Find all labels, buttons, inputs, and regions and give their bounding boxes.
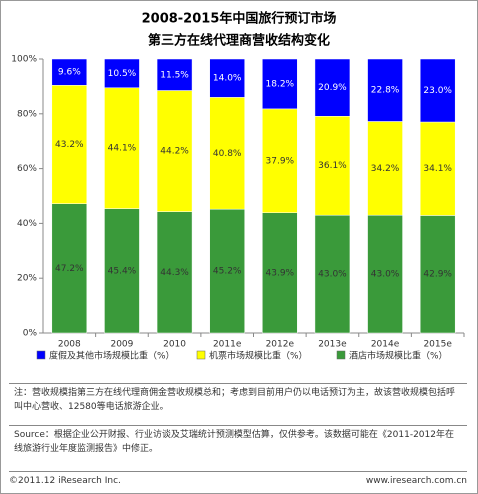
bar-segment [262, 108, 298, 213]
value-label: 34.1% [423, 164, 452, 174]
value-label: 47.2% [55, 264, 84, 274]
bar-segment [209, 208, 245, 334]
legend-label: 机票市场规模比重（%） [209, 350, 308, 362]
value-label: 18.2% [266, 79, 295, 89]
bar-segment [419, 215, 456, 334]
legend-swatch [196, 350, 206, 360]
value-label: 10.5% [108, 69, 137, 79]
value-label: 45.4% [108, 266, 137, 276]
website: www.iresearch.com.cn [365, 476, 467, 486]
chart-title: 2008-2015年中国旅行预订市场 [142, 11, 337, 27]
bar-segment [209, 58, 245, 98]
bar-segment [156, 58, 193, 91]
x-tick-label: 2012e [266, 340, 295, 350]
bar-segment [314, 214, 351, 334]
value-label: 20.9% [318, 83, 347, 93]
value-label: 43.2% [55, 140, 84, 150]
x-tick-label: 2009 [110, 340, 133, 350]
bar-segment [419, 58, 456, 123]
y-tick-label: 80% [17, 109, 37, 119]
value-label: 40.8% [213, 149, 242, 159]
value-label: 43.0% [371, 270, 400, 280]
value-label: 43.9% [266, 268, 295, 278]
bar-segment [262, 212, 298, 334]
bar-segment [156, 211, 193, 334]
bar-segment [104, 87, 140, 209]
note: 注：营收规模指第三方在线代理商佣金营收规模总和；考虑到目前用户仍以电话预订为主，… [9, 383, 467, 416]
source: Source：根据企业公开财报、行业访谈及艾瑞统计预测模型估算，仅供参考。该数据… [9, 425, 467, 458]
bar-segment [104, 208, 140, 334]
bar-segment [51, 85, 88, 204]
legend-swatch [336, 350, 346, 360]
chart-subtitle: 第三方在线代理商营收结构变化 [148, 33, 330, 49]
legend-label: 度假及其他市场规模比重（%） [49, 350, 175, 362]
copyright: ©2011.12 iResearch Inc. [9, 476, 121, 486]
value-label: 44.2% [160, 147, 189, 157]
bar-segment [262, 58, 298, 110]
x-tick-label: 2015e [423, 340, 452, 350]
x-tick-label: 2013e [318, 340, 347, 350]
chart: 2008-2015年中国旅行预订市场 第三方在线代理商营收结构变化 0% 20% 4… [11, 11, 465, 362]
value-label: 44.1% [108, 144, 137, 154]
x-tick-label: 2011e [213, 340, 242, 350]
bar-segment [419, 121, 456, 216]
x-tick-label: 2008 [58, 340, 81, 350]
y-tick-label: 20% [17, 274, 37, 284]
value-label: 37.9% [266, 156, 295, 166]
y-tick-label: 60% [17, 164, 37, 174]
bar-segment [51, 203, 88, 334]
bar-segment [314, 116, 351, 216]
bar-segment [104, 58, 140, 89]
value-label: 22.8% [371, 86, 400, 96]
y-tick-label: 40% [17, 219, 37, 229]
bar-segment [367, 121, 403, 216]
y-tick-label: 100% [11, 55, 37, 65]
legend-label: 酒店市场规模比重（%） [349, 350, 448, 362]
value-label: 14.0% [213, 74, 242, 84]
value-label: 42.9% [423, 270, 452, 280]
value-label: 11.5% [160, 70, 189, 80]
x-tick-label: 2010 [163, 340, 186, 350]
value-label: 43.0% [318, 270, 347, 280]
value-label: 36.1% [318, 161, 347, 171]
bar-segment [51, 58, 88, 86]
bar-segment [156, 90, 193, 212]
y-tick-label: 0% [23, 329, 38, 339]
value-label: 23.0% [423, 86, 452, 96]
value-label: 45.2% [213, 267, 242, 277]
bar-segment [314, 58, 351, 117]
value-label: 34.2% [371, 164, 400, 174]
legend-swatch [36, 350, 46, 360]
bar-segment [367, 214, 403, 334]
footer: ©2011.12 iResearch Inc. www.iresearch.co… [9, 471, 467, 486]
x-tick-label: 2014e [371, 340, 400, 350]
bar-segment [209, 97, 245, 210]
value-label: 44.3% [160, 268, 189, 278]
bar-segment [367, 58, 403, 122]
value-label: 9.6% [58, 68, 81, 78]
